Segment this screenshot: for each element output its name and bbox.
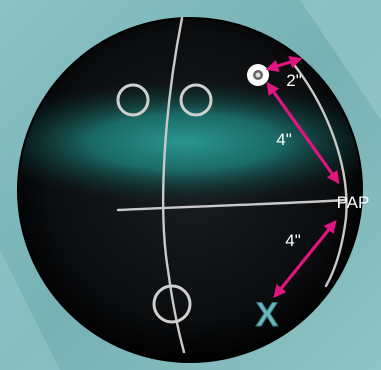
x-marker: X [256,296,279,334]
finger-holes [116,83,213,324]
arrow-pin-to-pap [266,81,340,185]
arrow-pin-offset [265,55,303,73]
horizontal-line [116,198,347,212]
label-pap: PAP [337,193,370,212]
arrow-pap-to-x [273,220,337,298]
thumb-hole [152,284,192,324]
label-pin-to-pap: 4" [276,130,292,149]
finger-hole-right [179,83,213,117]
label-pin-offset: 2" [286,71,302,90]
teal-glow-band [18,80,362,204]
pin-marker [247,64,269,86]
finger-hole-left [116,83,150,117]
background-shape [300,0,381,120]
background-shape [0,250,60,370]
label-pap-to-x: 4" [285,231,301,250]
distance-arrows [265,55,340,298]
